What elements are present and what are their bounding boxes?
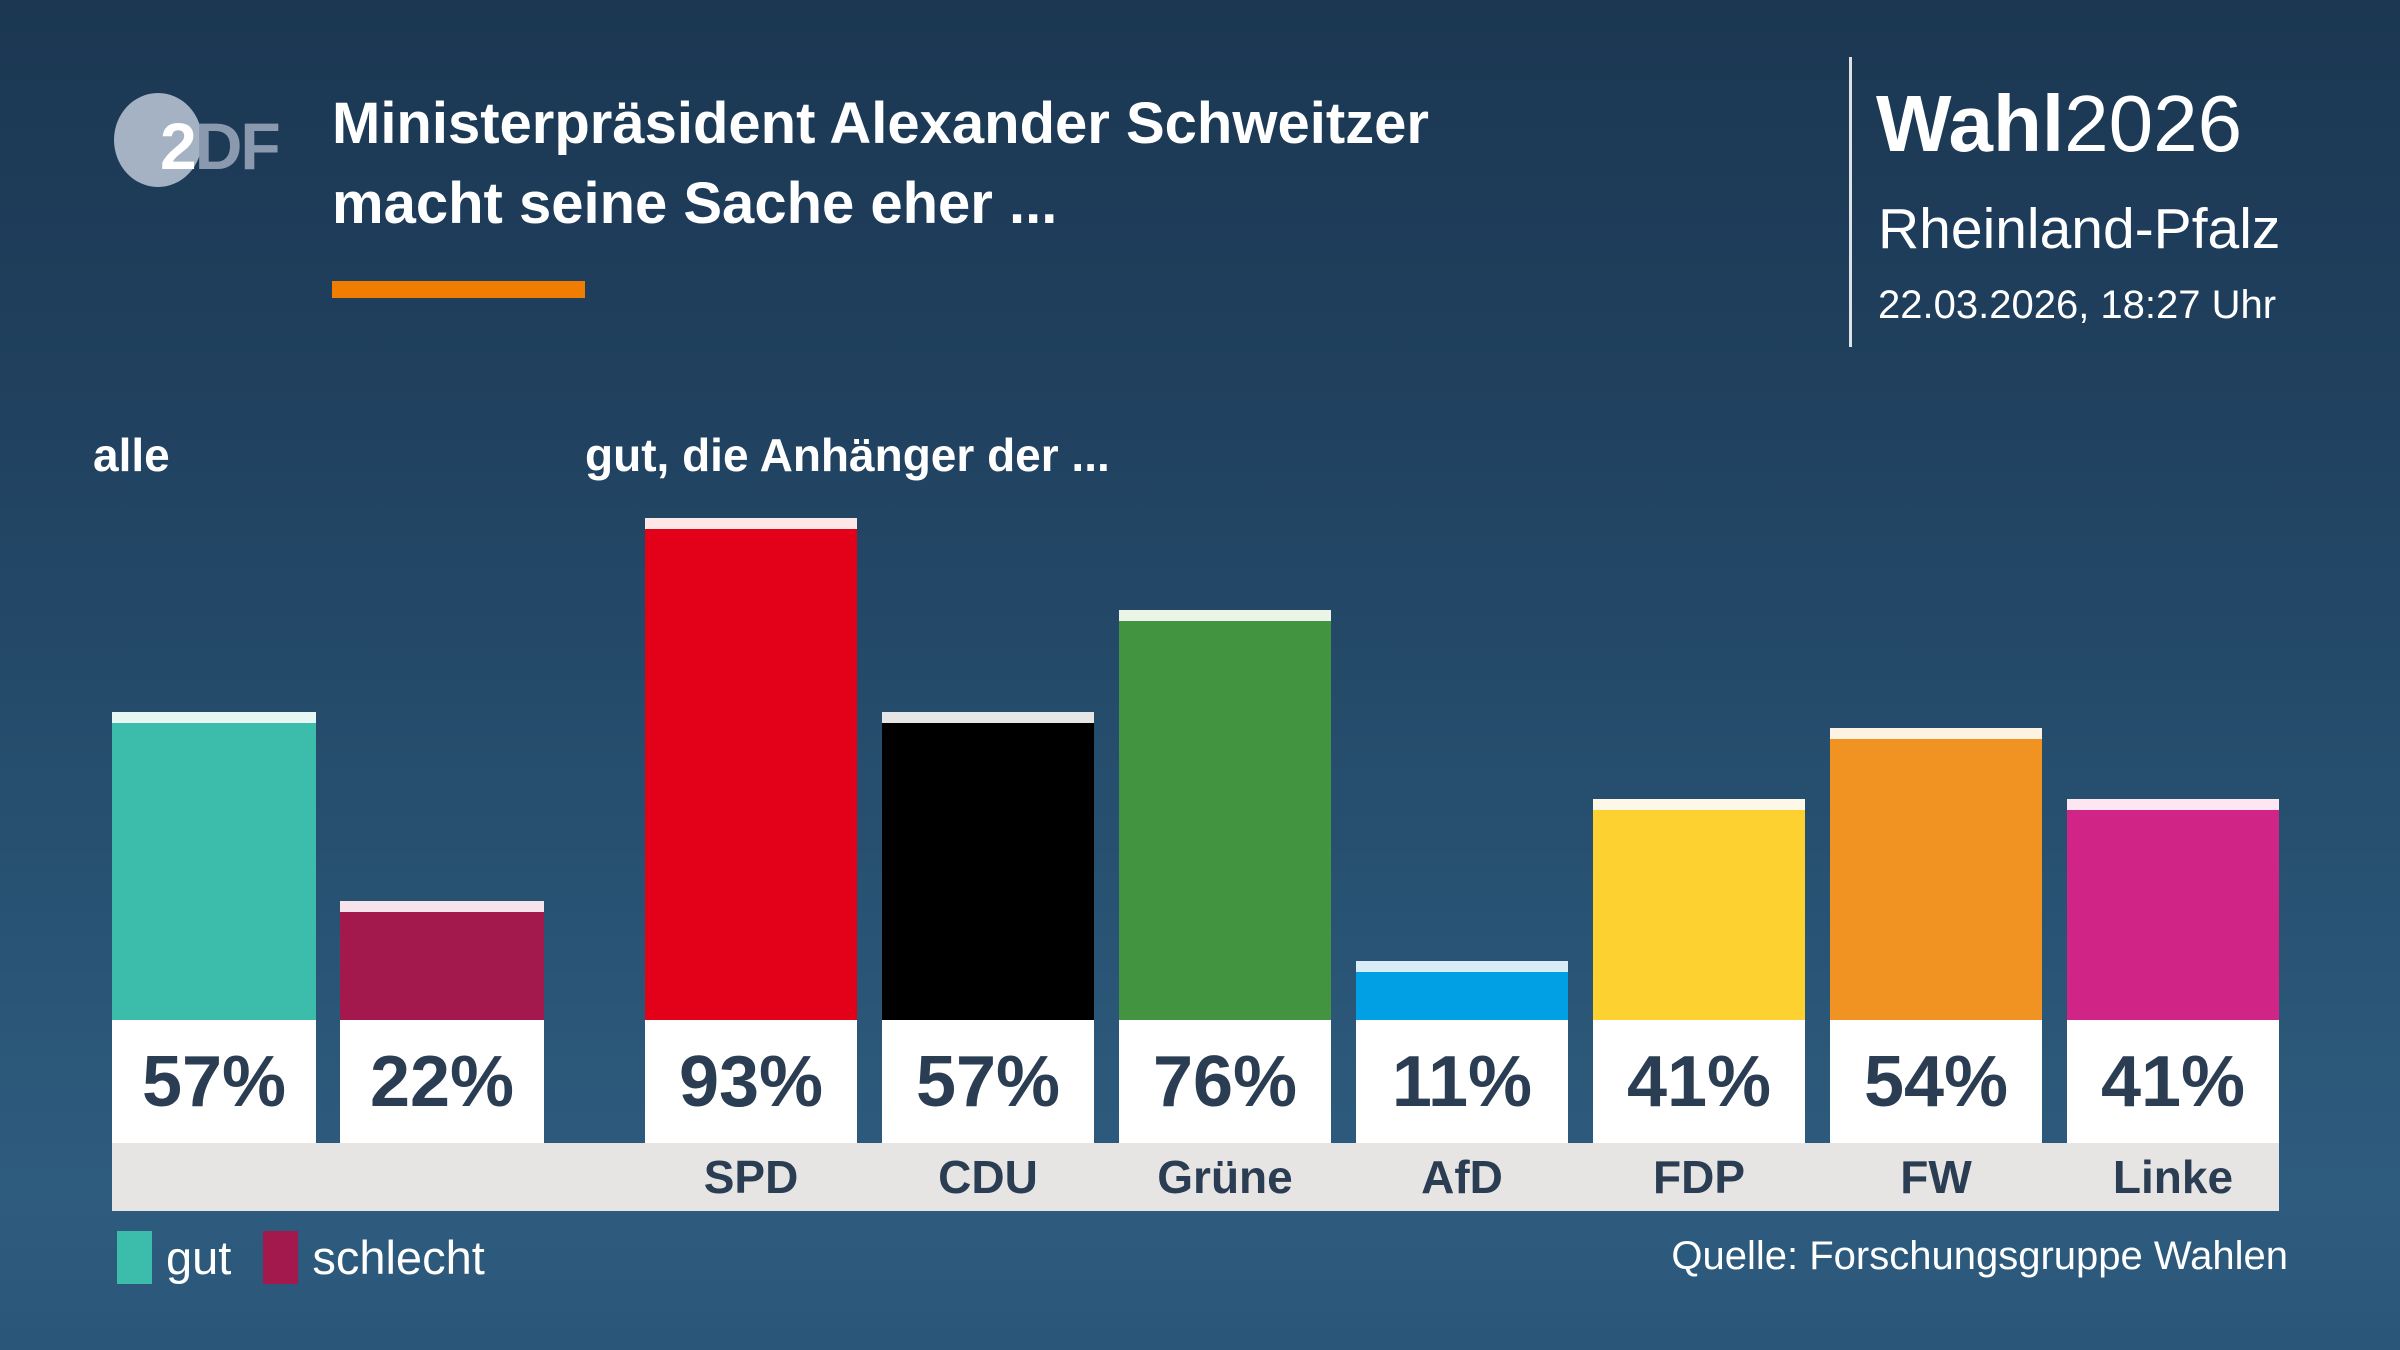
value-label: 54% (1863, 1041, 2009, 1122)
value-label: 57% (915, 1041, 1061, 1122)
header-divider (1849, 57, 1852, 347)
value-box-gut: 57% (112, 1020, 316, 1143)
bar-cap-gut (112, 712, 316, 723)
bar-cap-FW (1830, 728, 2042, 739)
bar-AfD (1356, 972, 1568, 1020)
bar-FW (1830, 739, 2042, 1020)
bar-cap-Linke (2067, 799, 2279, 810)
party-label-Linke: Linke (2112, 1151, 2234, 1203)
party-label-FW: FW (1900, 1151, 1972, 1203)
value-box-schlecht: 22% (340, 1020, 544, 1143)
party-label-Grüne: Grüne (1157, 1151, 1293, 1203)
bar-schlecht (340, 912, 544, 1020)
bar-cap-AfD (1356, 961, 1568, 972)
bar-Linke (2067, 810, 2279, 1020)
value-label: 57% (141, 1041, 287, 1122)
group-label-alle: alle (93, 429, 170, 481)
brand-year: 2026 (2064, 79, 2243, 168)
bar-cap-schlecht (340, 901, 544, 912)
value-box-FDP: 41% (1593, 1020, 1805, 1143)
value-label: 22% (369, 1041, 515, 1122)
value-box-FW: 54% (1830, 1020, 2042, 1143)
timestamp: 22.03.2026, 18:27 Uhr (1878, 283, 2277, 327)
axis-strip (112, 1143, 2279, 1211)
legend-item-gut: gut (117, 1230, 231, 1285)
zdf-logo-df: DF (194, 109, 281, 183)
zdf-logo-icon (114, 93, 202, 187)
party-label-FDP: FDP (1653, 1151, 1745, 1203)
title-accent-underline (332, 281, 585, 298)
bar-cap-SPD (645, 518, 857, 529)
value-label: 11% (1391, 1041, 1533, 1122)
zdf-logo-2: 2 (160, 109, 197, 183)
bar-Grüne (1119, 621, 1331, 1020)
region-label: Rheinland-Pfalz (1878, 197, 2281, 261)
value-label: 41% (2100, 1041, 2246, 1122)
value-box-AfD: 11% (1356, 1020, 1568, 1143)
value-box-CDU: 57% (882, 1020, 1094, 1143)
bar-cap-CDU (882, 712, 1094, 723)
brand-wahl: Wahl (1876, 79, 2065, 168)
title-line-1: Ministerpräsident Alexander Schweitzer (332, 91, 1429, 156)
group-label-anhaenger: gut, die Anhänger der ... (585, 429, 1110, 481)
bar-cap-FDP (1593, 799, 1805, 810)
value-label: 76% (1152, 1041, 1298, 1122)
legend-swatch-gut (117, 1231, 152, 1284)
bar-FDP (1593, 810, 1805, 1020)
legend-swatch-schlecht (263, 1231, 299, 1284)
bar-gut (112, 723, 316, 1020)
zdf-logo-text: 2DF (160, 113, 281, 179)
title-line-2: macht seine Sache eher ... (332, 171, 1058, 236)
page-title: Ministerpräsident Alexander Schweitzer m… (332, 84, 1429, 244)
legend-label: schlecht (312, 1231, 485, 1284)
value-box-SPD: 93% (645, 1020, 857, 1143)
source-credit: Quelle: Forschungsgruppe Wahlen (1671, 1234, 2288, 1278)
value-box-Grüne: 76% (1119, 1020, 1331, 1143)
bar-CDU (882, 723, 1094, 1020)
bar-SPD (645, 529, 857, 1020)
value-label: 41% (1626, 1041, 1772, 1122)
value-label: 93% (678, 1041, 824, 1122)
value-box-Linke: 41% (2067, 1020, 2279, 1143)
legend: gut schlecht (117, 1231, 485, 1284)
party-label-SPD: SPD (703, 1151, 799, 1203)
brand-wahl2026: Wahl2026 (1876, 84, 2242, 164)
party-label-CDU: CDU (938, 1151, 1038, 1203)
party-label-AfD: AfD (1421, 1151, 1503, 1203)
legend-item-schlecht: schlecht (263, 1230, 485, 1285)
legend-label: gut (166, 1231, 232, 1284)
bar-cap-Grüne (1119, 610, 1331, 621)
